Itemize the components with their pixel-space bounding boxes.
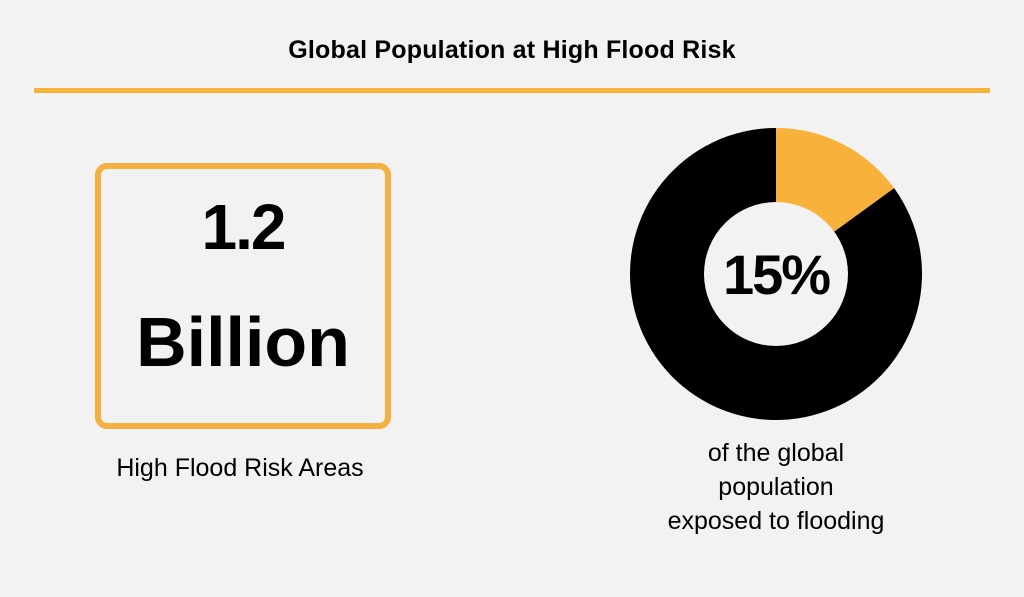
donut-center-label: 15% [723,243,830,306]
donut-center-hole [704,202,848,346]
donut-caption-line: population [718,472,834,501]
stat-caption: High Flood Risk Areas [116,454,364,482]
page-title: Global Population at High Flood Risk [288,36,736,64]
donut-chart: 15% [630,128,922,420]
stat-value: 1.2 [201,191,287,263]
donut-caption-line: of the global [707,439,845,467]
donut-caption-line: exposed to flooding [667,506,885,535]
donut-caption: of the global population exposed to floo… [600,437,952,538]
title-divider [34,88,990,93]
stat-box: 1.2 Billion [95,163,391,429]
stat-unit: Billion [136,303,350,381]
